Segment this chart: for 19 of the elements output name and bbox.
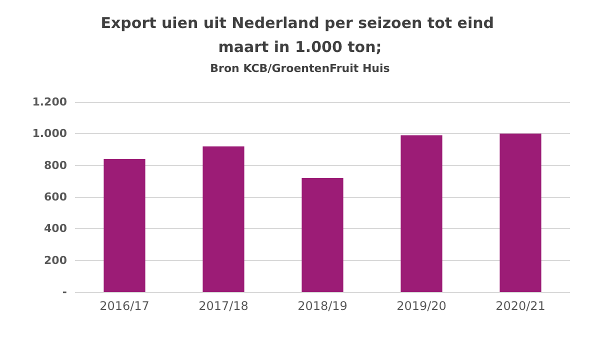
y-tick-label: 400 xyxy=(44,222,68,236)
x-tick-label: 2016/17 xyxy=(100,299,150,313)
y-tick-label: 200 xyxy=(44,254,68,267)
y-tick-label: 800 xyxy=(44,158,68,172)
chart-subtitle: Bron KCB/GroentenFruit Huis xyxy=(210,62,390,75)
bar xyxy=(202,146,244,292)
bar xyxy=(104,159,146,292)
x-tick-label: 2017/18 xyxy=(198,299,248,313)
y-tick-label: 1.200 xyxy=(32,96,68,108)
bar xyxy=(400,135,442,292)
bar xyxy=(302,178,344,292)
y-tick-label: 600 xyxy=(44,190,68,204)
x-tick-label: 2020/21 xyxy=(496,299,546,313)
x-tick-label: 2019/20 xyxy=(396,299,446,313)
bar xyxy=(500,134,542,292)
chart-title: Export uien uit Nederland per seizoen tot eind maart in 1.000 ton; xyxy=(100,14,500,56)
x-tick-label: 2018/19 xyxy=(298,299,348,313)
y-tick-label: 1.000 xyxy=(32,127,68,140)
y-tick-label: - xyxy=(62,286,67,298)
